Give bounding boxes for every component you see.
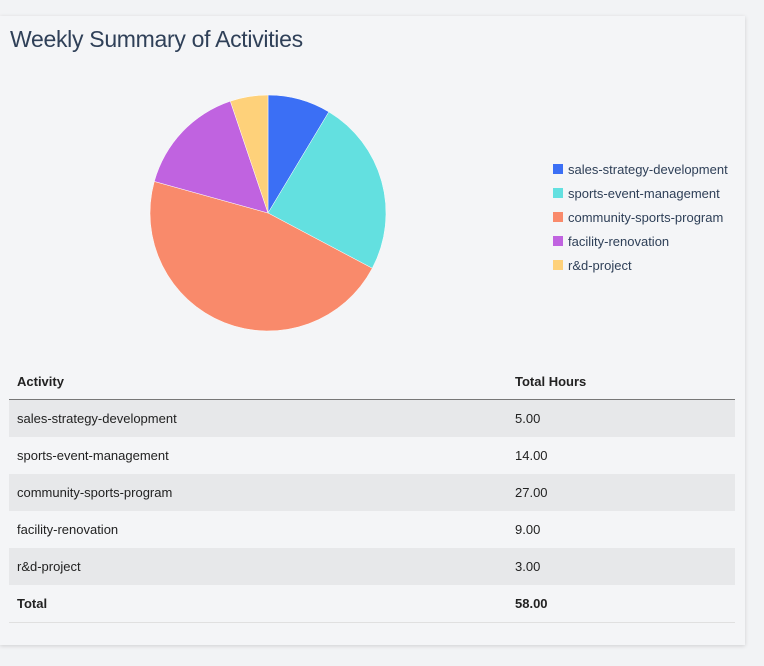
legend: sales-strategy-development sports-event-m… <box>553 157 728 277</box>
pie-chart <box>149 94 387 332</box>
hours-cell: 5.00 <box>507 399 735 437</box>
legend-swatch <box>553 188 563 198</box>
legend-item[interactable]: sports-event-management <box>553 181 728 205</box>
table-header-row: Activity Total Hours <box>9 363 735 400</box>
hours-cell: 3.00 <box>507 548 735 585</box>
legend-swatch <box>553 164 563 174</box>
summary-card: Weekly Summary of Activities sales-strat… <box>0 16 745 645</box>
activity-cell: sports-event-management <box>17 448 169 463</box>
activity-cell: community-sports-program <box>9 474 507 511</box>
hours-cell: 14.00 <box>515 448 548 463</box>
pie-slice-sports-event-management[interactable] <box>267 111 387 269</box>
header-activity: Activity <box>9 363 507 400</box>
legend-item[interactable]: r&d-project <box>553 253 728 277</box>
table-row: facility-renovation 9.00 <box>9 511 735 548</box>
legend-label: facility-renovation <box>568 233 670 249</box>
activity-cell: r&d-project <box>9 548 507 585</box>
pie-slice-community-sports-program[interactable] <box>149 181 373 332</box>
legend-swatch <box>553 236 563 246</box>
total-label: Total <box>9 585 507 623</box>
activity-cell: facility-renovation <box>17 522 119 537</box>
legend-item[interactable]: sales-strategy-development <box>553 157 728 181</box>
table-row: sports-event-management 14.00 <box>9 437 735 474</box>
hours-cell: 27.00 <box>507 474 735 511</box>
table-row: community-sports-program 27.00 <box>9 474 735 511</box>
legend-label: r&d-project <box>568 257 632 273</box>
total-row: Total 58.00 <box>9 585 735 623</box>
activity-cell: sales-strategy-development <box>9 399 507 437</box>
header-total-hours: Total Hours <box>507 363 735 400</box>
pie-slice-r&d-project[interactable] <box>230 94 269 214</box>
legend-label: sales-strategy-development <box>568 161 728 177</box>
legend-item[interactable]: facility-renovation <box>553 229 728 253</box>
legend-item[interactable]: community-sports-program <box>553 205 728 229</box>
legend-label: sports-event-management <box>568 185 720 201</box>
total-value: 58.00 <box>507 585 735 623</box>
activity-table: Activity Total Hours sales-strategy-deve… <box>9 363 735 623</box>
legend-label: community-sports-program <box>568 209 724 225</box>
hours-cell: 9.00 <box>515 522 541 537</box>
page-title: Weekly Summary of Activities <box>10 26 303 52</box>
table-row: sales-strategy-development 5.00 <box>9 399 735 437</box>
legend-swatch <box>553 260 563 270</box>
table-row: r&d-project 3.00 <box>9 548 735 585</box>
legend-swatch <box>553 212 563 222</box>
